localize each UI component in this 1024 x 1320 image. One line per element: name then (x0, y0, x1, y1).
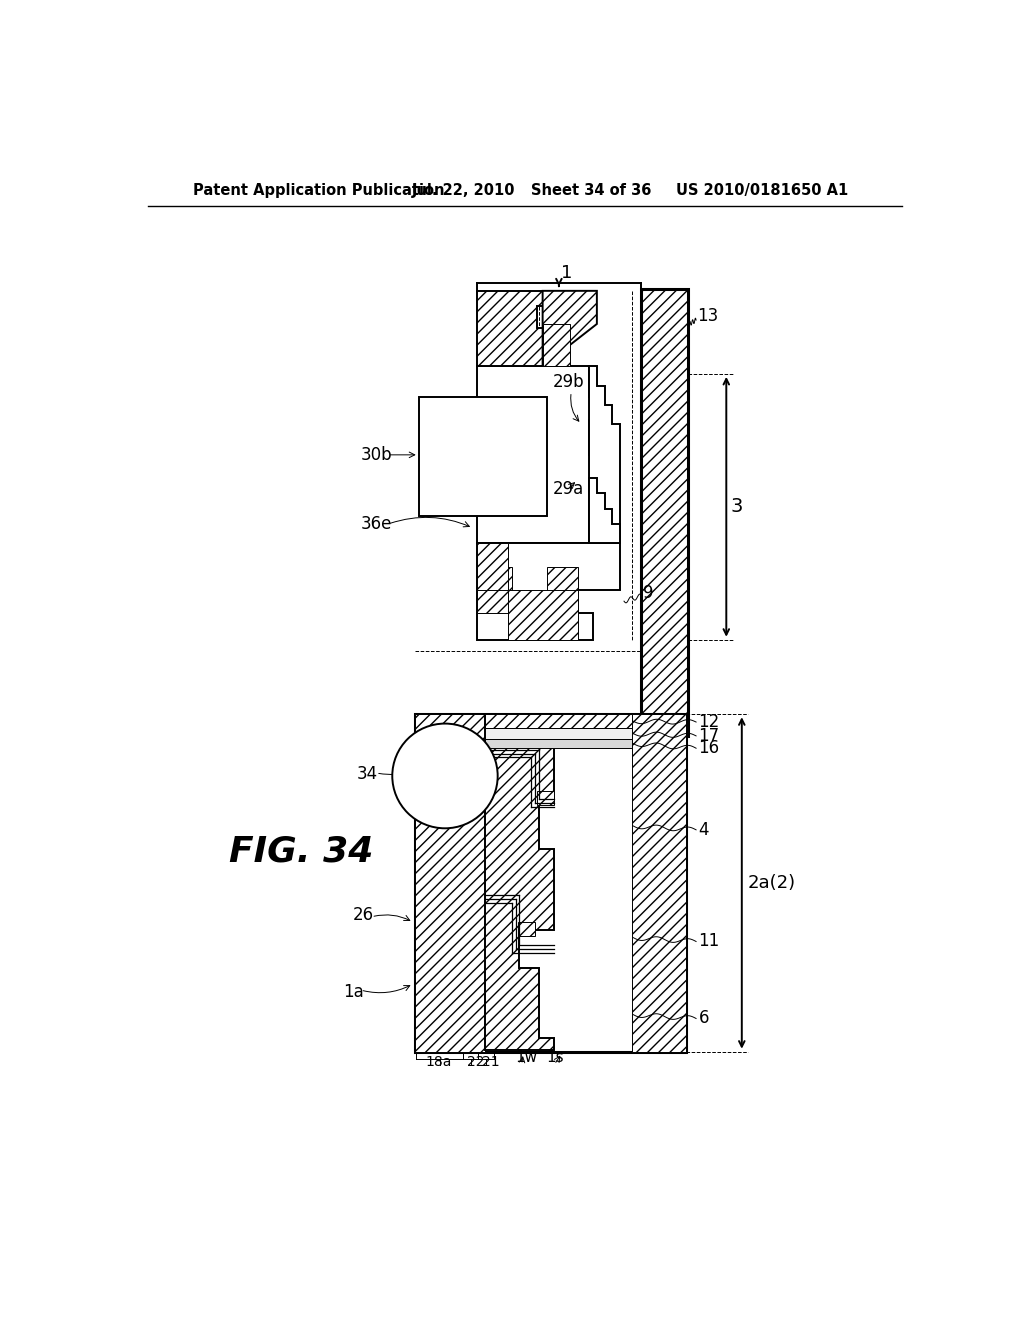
Polygon shape (477, 290, 543, 367)
Text: 3: 3 (731, 496, 743, 516)
Polygon shape (484, 714, 554, 1051)
Polygon shape (484, 739, 632, 748)
Polygon shape (419, 397, 547, 516)
Text: Sheet 34 of 36: Sheet 34 of 36 (531, 183, 651, 198)
Polygon shape (641, 289, 687, 737)
Polygon shape (632, 714, 686, 1052)
Text: 22: 22 (467, 1055, 484, 1069)
Text: 11: 11 (698, 932, 720, 950)
Text: 18a: 18a (426, 1055, 452, 1069)
Polygon shape (415, 714, 686, 1052)
Text: 6: 6 (698, 1010, 709, 1027)
Text: 36e: 36e (360, 515, 392, 533)
Text: 13: 13 (697, 308, 718, 325)
Polygon shape (543, 323, 569, 367)
Polygon shape (538, 792, 554, 805)
Text: 29b: 29b (553, 372, 585, 391)
Polygon shape (477, 544, 508, 590)
Text: 1a: 1a (343, 982, 365, 1001)
Polygon shape (477, 367, 601, 544)
Text: 4: 4 (698, 821, 709, 838)
Polygon shape (477, 544, 621, 640)
Polygon shape (543, 290, 597, 367)
Text: 2a(2): 2a(2) (748, 874, 796, 892)
Polygon shape (547, 566, 578, 612)
Text: 34: 34 (356, 766, 378, 783)
Polygon shape (484, 729, 632, 739)
Text: FIG. 34: FIG. 34 (228, 834, 373, 869)
Text: US 2010/0181650 A1: US 2010/0181650 A1 (676, 183, 848, 198)
Text: 26: 26 (352, 906, 374, 924)
Polygon shape (477, 566, 512, 612)
Text: 29a: 29a (553, 480, 584, 499)
Text: 9: 9 (643, 585, 653, 602)
Text: 30b: 30b (360, 446, 392, 463)
Polygon shape (589, 478, 621, 544)
Polygon shape (508, 590, 578, 640)
Text: 1w: 1w (515, 1051, 538, 1065)
Text: Jul. 22, 2010: Jul. 22, 2010 (412, 183, 516, 198)
Circle shape (392, 723, 498, 829)
Text: 1: 1 (561, 264, 572, 281)
Polygon shape (518, 923, 535, 936)
Polygon shape (589, 367, 621, 544)
Text: 1s: 1s (547, 1051, 564, 1065)
Text: 12: 12 (698, 713, 720, 731)
Text: Patent Application Publication: Patent Application Publication (194, 183, 444, 198)
Polygon shape (484, 714, 632, 729)
Text: 17: 17 (698, 727, 720, 744)
Text: 16: 16 (698, 739, 720, 758)
Polygon shape (415, 714, 484, 1052)
Text: 21: 21 (482, 1055, 500, 1069)
